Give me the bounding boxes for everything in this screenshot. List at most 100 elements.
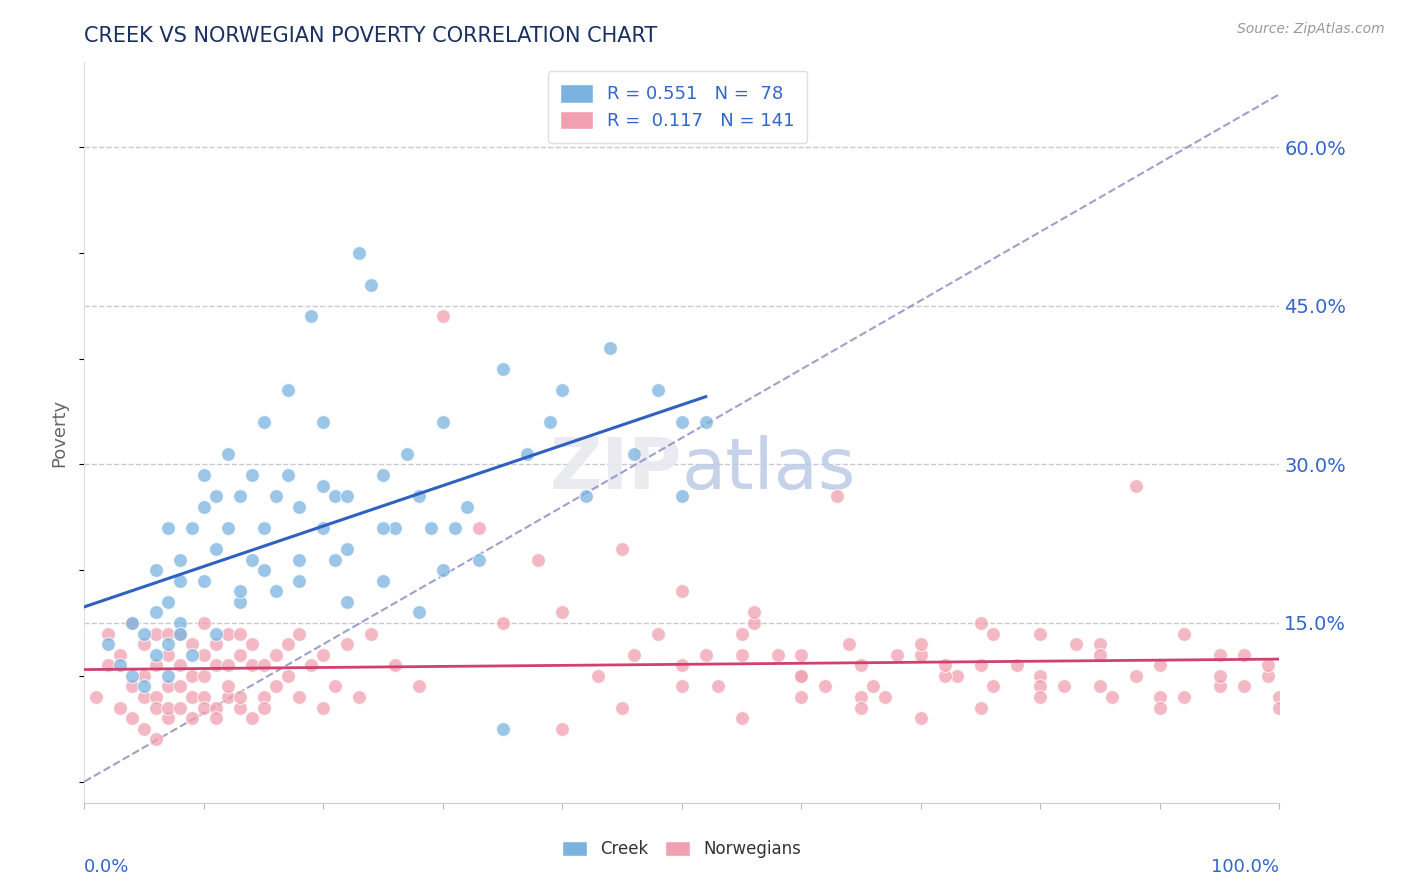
Point <box>1209 669 1232 683</box>
Point <box>695 415 717 429</box>
Point <box>575 489 598 503</box>
Point <box>671 680 693 694</box>
Point <box>132 637 156 651</box>
Point <box>145 563 167 577</box>
Point <box>336 637 359 651</box>
Point <box>827 489 849 503</box>
Point <box>145 648 167 662</box>
Point <box>253 563 276 577</box>
Point <box>205 700 228 714</box>
Point <box>229 626 252 640</box>
Point <box>1149 690 1171 704</box>
Point <box>325 680 347 694</box>
Point <box>851 700 873 714</box>
Point <box>132 722 156 736</box>
Point <box>910 648 932 662</box>
Point <box>492 615 515 630</box>
Point <box>1029 690 1052 704</box>
Text: ZIP: ZIP <box>550 435 682 504</box>
Point <box>229 690 252 704</box>
Point <box>229 700 252 714</box>
Point <box>1257 669 1279 683</box>
Point <box>1268 700 1291 714</box>
Point <box>169 658 191 673</box>
Point <box>132 626 156 640</box>
Point <box>181 637 204 651</box>
Point <box>97 658 120 673</box>
Point <box>1090 680 1112 694</box>
Point <box>205 637 228 651</box>
Text: 0.0%: 0.0% <box>84 858 129 876</box>
Point <box>349 245 371 260</box>
Point <box>253 521 276 535</box>
Point <box>838 637 860 651</box>
Point <box>336 541 359 556</box>
Point <box>384 658 406 673</box>
Point <box>121 711 143 725</box>
Point <box>408 606 430 620</box>
Point <box>157 648 180 662</box>
Point <box>790 669 813 683</box>
Point <box>312 415 335 429</box>
Point <box>229 595 252 609</box>
Point <box>264 489 287 503</box>
Point <box>384 521 406 535</box>
Point <box>647 626 669 640</box>
Point <box>1029 680 1052 694</box>
Point <box>145 658 167 673</box>
Point <box>432 310 454 324</box>
Point <box>623 648 645 662</box>
Point <box>277 669 299 683</box>
Point <box>946 669 969 683</box>
Point <box>934 669 956 683</box>
Point <box>288 574 311 588</box>
Point <box>671 489 693 503</box>
Point <box>264 680 287 694</box>
Y-axis label: Poverty: Poverty <box>51 399 69 467</box>
Point <box>110 700 132 714</box>
Point <box>288 690 311 704</box>
Point <box>540 415 562 429</box>
Point <box>851 658 873 673</box>
Point <box>169 574 191 588</box>
Point <box>1029 669 1052 683</box>
Point <box>217 447 239 461</box>
Point <box>240 552 263 566</box>
Point <box>1257 658 1279 673</box>
Point <box>970 700 993 714</box>
Point <box>312 648 335 662</box>
Point <box>312 700 335 714</box>
Point <box>373 574 395 588</box>
Point <box>695 648 717 662</box>
Point <box>301 310 323 324</box>
Point <box>790 669 813 683</box>
Point <box>742 615 765 630</box>
Point <box>169 552 191 566</box>
Point <box>1209 648 1232 662</box>
Point <box>981 626 1004 640</box>
Point <box>1125 669 1147 683</box>
Point <box>229 648 252 662</box>
Point <box>349 690 371 704</box>
Point <box>851 690 873 704</box>
Point <box>970 615 993 630</box>
Point <box>205 541 228 556</box>
Point <box>1090 648 1112 662</box>
Point <box>814 680 837 694</box>
Point <box>671 415 693 429</box>
Point <box>1005 658 1028 673</box>
Point <box>193 615 215 630</box>
Point <box>588 669 610 683</box>
Point <box>193 700 215 714</box>
Point <box>312 521 335 535</box>
Point <box>86 690 108 704</box>
Point <box>551 722 574 736</box>
Point <box>325 489 347 503</box>
Point <box>301 658 323 673</box>
Point <box>205 626 228 640</box>
Point <box>288 626 311 640</box>
Point <box>217 521 239 535</box>
Point <box>862 680 884 694</box>
Point <box>970 658 993 673</box>
Point <box>97 626 120 640</box>
